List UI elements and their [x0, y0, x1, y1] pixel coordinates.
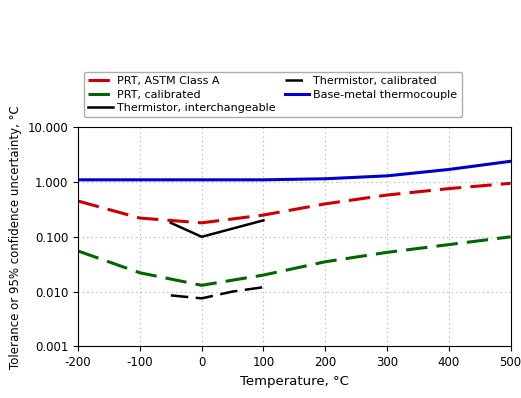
Line: PRT, calibrated: PRT, calibrated: [78, 237, 511, 285]
PRT, ASTM Class A: [445, 186, 452, 191]
PRT, ASTM Class A: [384, 193, 390, 197]
Base-metal thermocouple: [384, 174, 390, 178]
Thermistor, calibrated: [260, 285, 267, 290]
PRT, calibrated: [507, 234, 514, 239]
Line: Base-metal thermocouple: Base-metal thermocouple: [78, 161, 511, 180]
Base-metal thermocouple: [260, 178, 267, 182]
Base-metal thermocouple: [199, 178, 205, 182]
PRT, calibrated: [322, 259, 328, 264]
Base-metal thermocouple: [445, 167, 452, 172]
PRT, ASTM Class A: [199, 220, 205, 225]
PRT, ASTM Class A: [137, 216, 143, 220]
PRT, ASTM Class A: [260, 213, 267, 217]
Thermistor, calibrated: [229, 289, 235, 294]
Legend: PRT, ASTM Class A, PRT, calibrated, Thermistor, interchangeable, Thermistor, cal: PRT, ASTM Class A, PRT, calibrated, Ther…: [84, 72, 462, 117]
Line: PRT, ASTM Class A: PRT, ASTM Class A: [78, 183, 511, 223]
Thermistor, interchangeable: [168, 220, 174, 225]
Base-metal thermocouple: [322, 176, 328, 181]
PRT, calibrated: [384, 250, 390, 255]
Base-metal thermocouple: [75, 178, 81, 182]
X-axis label: Temperature, °C: Temperature, °C: [240, 375, 349, 388]
Thermistor, calibrated: [168, 293, 174, 298]
Base-metal thermocouple: [137, 178, 143, 182]
Line: Thermistor, calibrated: Thermistor, calibrated: [171, 287, 264, 298]
PRT, calibrated: [260, 273, 267, 277]
Thermistor, calibrated: [199, 296, 205, 301]
PRT, ASTM Class A: [507, 181, 514, 186]
Thermistor, interchangeable: [199, 234, 205, 239]
PRT, calibrated: [445, 242, 452, 247]
PRT, calibrated: [199, 283, 205, 288]
Y-axis label: Tolerance or 95% confidence uncertainty, °C: Tolerance or 95% confidence uncertainty,…: [9, 105, 22, 369]
PRT, calibrated: [137, 270, 143, 275]
Thermistor, interchangeable: [260, 218, 267, 223]
Base-metal thermocouple: [507, 159, 514, 164]
PRT, ASTM Class A: [322, 201, 328, 206]
PRT, calibrated: [75, 249, 81, 254]
Line: Thermistor, interchangeable: Thermistor, interchangeable: [171, 220, 264, 237]
PRT, ASTM Class A: [75, 199, 81, 203]
